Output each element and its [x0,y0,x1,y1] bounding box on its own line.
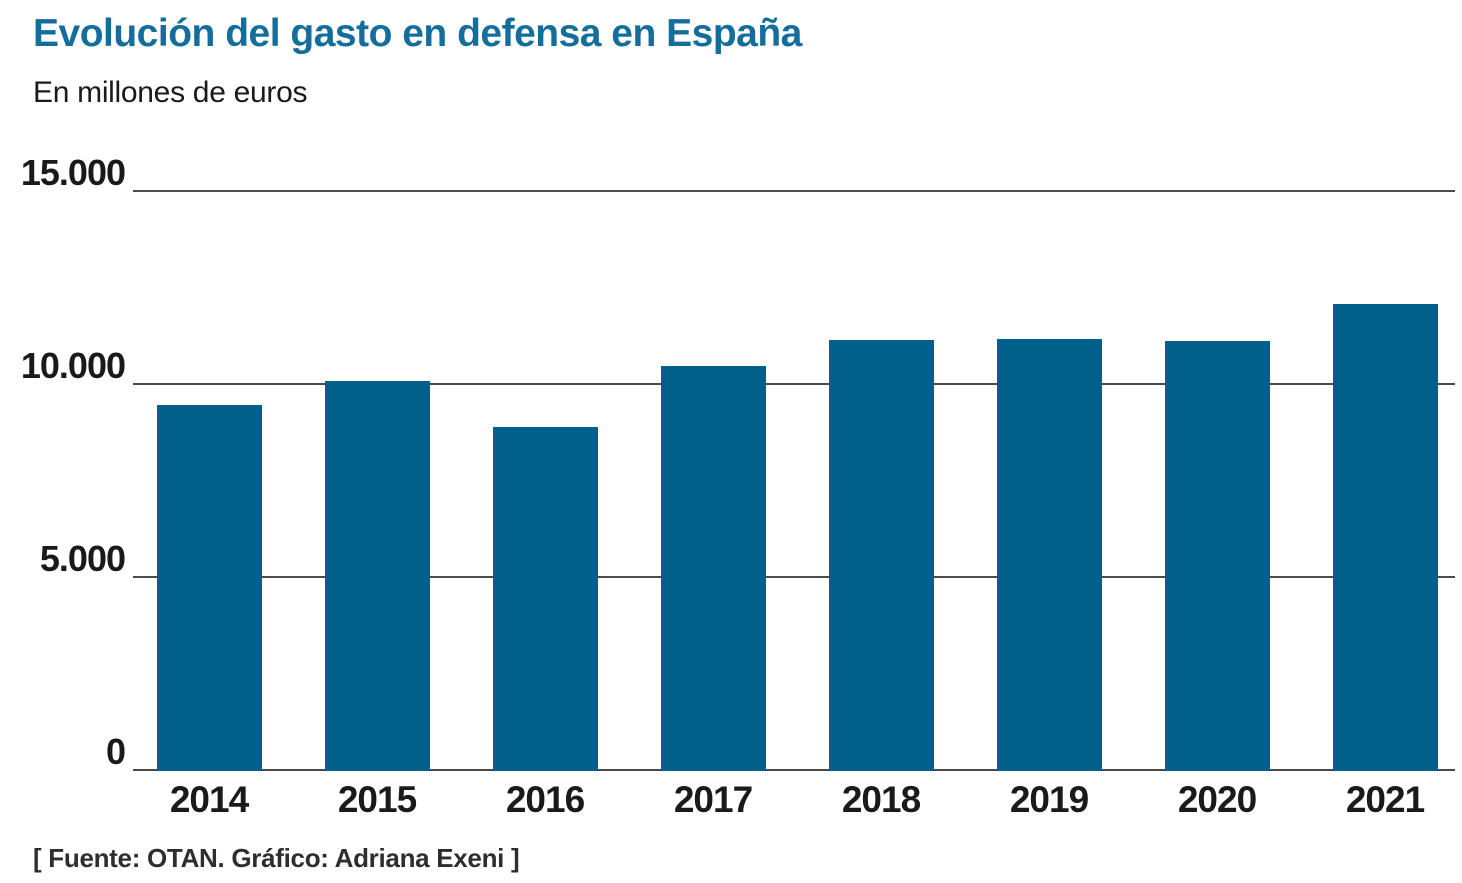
y-tick-label-0: 0 [105,730,126,772]
bar-2014 [156,405,262,771]
bar-2021 [1332,304,1438,771]
gridline-10000 [133,382,1455,385]
bar-2019 [996,339,1102,771]
gridline-15000 [133,190,1455,192]
chart-title: Evolución del gasto en defensa en España [33,12,802,55]
bar-2018 [828,340,934,771]
y-tick-label-5000: 5.000 [39,537,126,579]
bar-2020 [1164,341,1270,771]
chart-source-credit: [ Fuente: OTAN. Gráfico: Adriana Exeni ] [33,843,520,873]
bar-2017 [660,366,766,771]
x-tick-label-2020: 2020 [1177,779,1257,820]
y-tick-label-15000: 15.000 [20,152,126,193]
x-tick-label-2016: 2016 [505,779,585,820]
x-tick-label-2021: 2021 [1345,779,1425,820]
bar-2016 [492,427,598,771]
bar-2015 [324,381,430,771]
x-tick-label-2015: 2015 [337,779,417,820]
gridline-0 [133,768,1455,771]
x-tick-label-2014: 2014 [169,779,249,820]
x-tick-label-2017: 2017 [673,779,753,820]
x-tick-label-2018: 2018 [841,779,921,820]
y-tick-label-10000: 10.000 [20,344,126,386]
x-tick-label-2019: 2019 [1009,779,1089,820]
gridline-5000 [133,575,1455,578]
chart-subtitle: En millones de euros [33,76,308,109]
